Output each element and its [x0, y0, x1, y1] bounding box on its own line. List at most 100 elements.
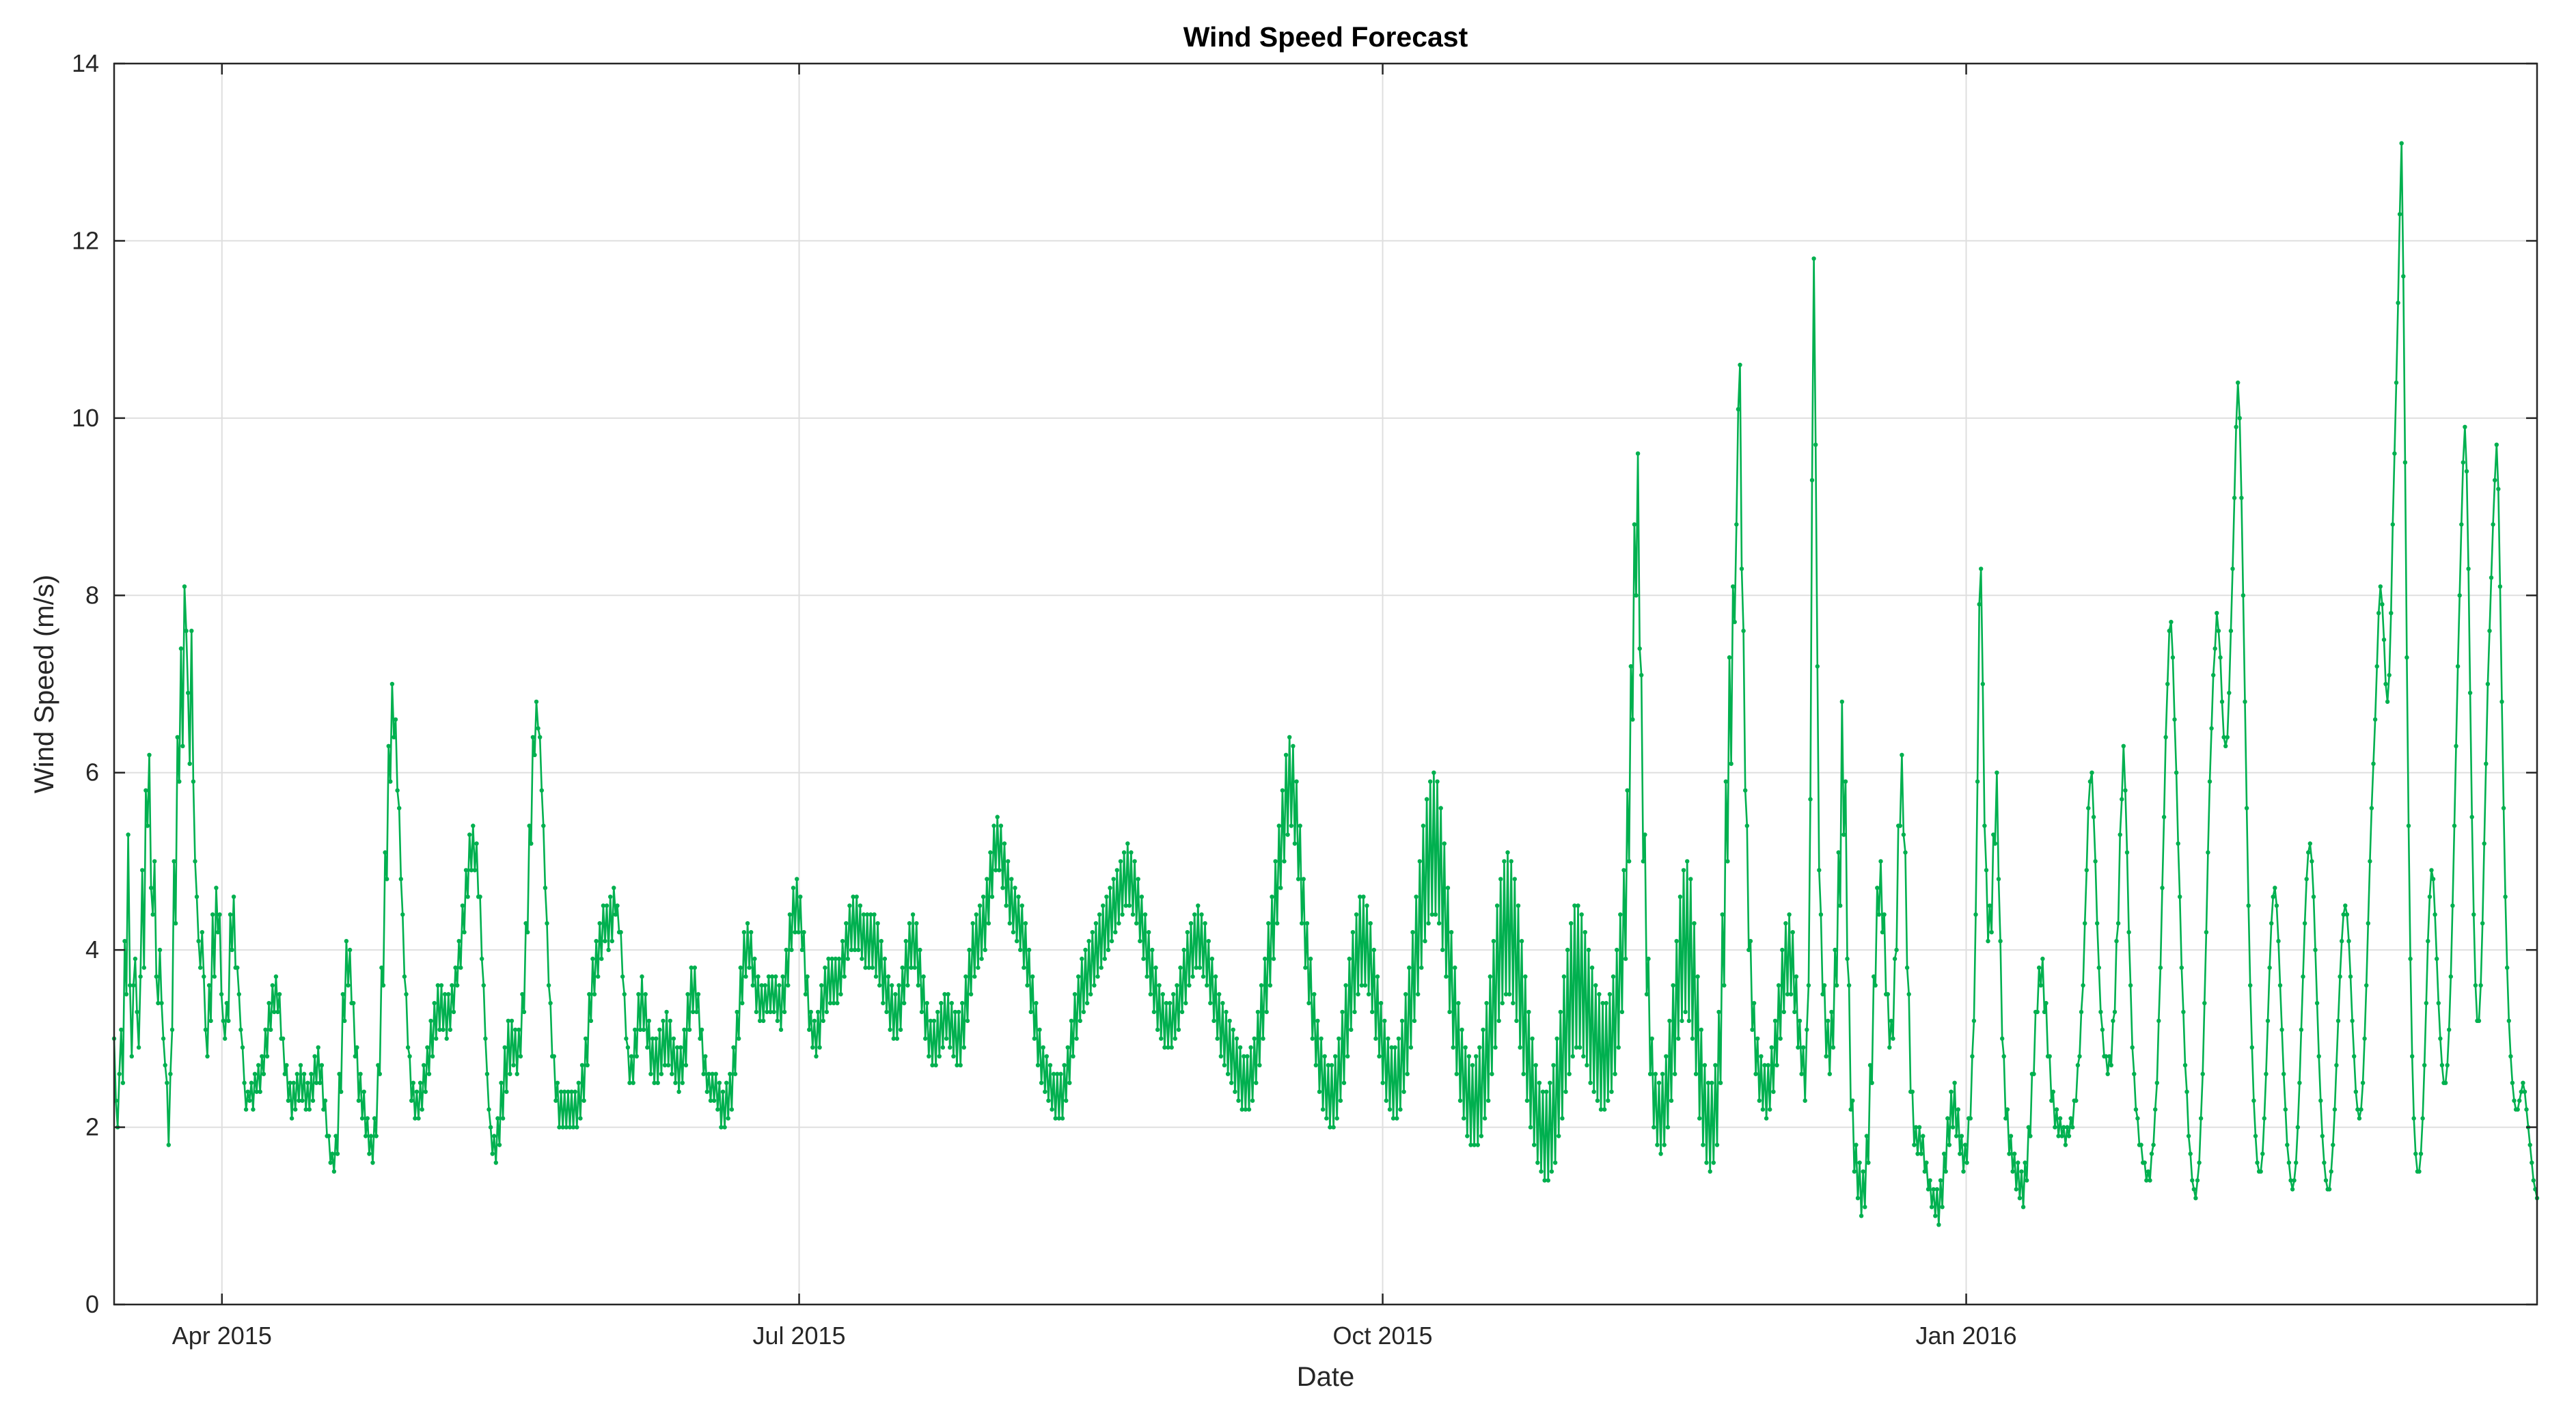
- data-point: [2142, 1160, 2147, 1165]
- data-point: [1503, 992, 1509, 997]
- data-point: [481, 983, 486, 988]
- data-point: [2236, 380, 2241, 385]
- data-point: [2087, 779, 2093, 784]
- data-point: [2439, 1063, 2445, 1068]
- data-point: [2003, 1116, 2008, 1121]
- data-point: [367, 1151, 372, 1156]
- data-point: [2344, 912, 2350, 917]
- data-point: [2302, 921, 2307, 926]
- data-point: [1153, 965, 1158, 970]
- data-point: [1637, 646, 1642, 651]
- data-point: [997, 868, 1002, 873]
- data-point: [1628, 664, 1633, 669]
- data-point: [1243, 1107, 1248, 1112]
- data-point: [172, 859, 176, 864]
- data-point: [1658, 1151, 1663, 1156]
- data-point: [242, 1080, 247, 1085]
- data-point: [515, 1071, 519, 1076]
- data-point: [791, 886, 796, 890]
- data-point: [625, 1045, 631, 1050]
- data-point: [784, 947, 789, 953]
- data-point: [284, 1063, 289, 1068]
- data-point: [1992, 841, 1997, 846]
- data-point: [193, 859, 197, 864]
- data-point: [581, 1098, 586, 1103]
- data-point: [1356, 992, 1360, 997]
- data-point: [2482, 841, 2486, 846]
- data-point: [398, 877, 403, 882]
- x-axis-label: Date: [1297, 1362, 1355, 1392]
- data-point: [1643, 832, 1647, 837]
- data-point: [1285, 832, 1290, 837]
- data-point: [1218, 1054, 1224, 1059]
- data-point: [133, 956, 138, 961]
- data-point: [2307, 841, 2312, 846]
- data-point: [2463, 424, 2467, 429]
- data-point: [161, 1036, 166, 1041]
- data-point: [281, 1036, 286, 1041]
- data-point: [830, 956, 834, 961]
- data-point: [747, 965, 752, 970]
- data-point: [1481, 1027, 1485, 1033]
- data-point: [545, 921, 549, 926]
- data-point: [985, 877, 989, 882]
- data-point: [756, 974, 761, 979]
- data-point: [2314, 1000, 2320, 1006]
- data-point: [1060, 1116, 1065, 1121]
- data-point: [2371, 761, 2376, 766]
- data-point: [1053, 1116, 1058, 1121]
- data-point: [854, 894, 859, 899]
- data-point: [1229, 1080, 1234, 1085]
- data-point: [2331, 1143, 2335, 1147]
- data-point: [393, 717, 398, 722]
- data-point: [2378, 584, 2383, 589]
- data-point: [1270, 894, 1274, 899]
- data-point: [689, 965, 694, 970]
- data-point: [931, 1018, 937, 1024]
- data-point: [986, 921, 991, 926]
- data-point: [432, 1000, 437, 1006]
- data-point: [184, 629, 189, 633]
- data-point: [2320, 1134, 2325, 1138]
- data-point: [2484, 761, 2489, 766]
- data-point: [1604, 1000, 1608, 1006]
- data-point: [2181, 1009, 2186, 1015]
- data-point: [2148, 1178, 2152, 1183]
- data-point: [1537, 1080, 1542, 1085]
- data-point: [319, 1063, 325, 1068]
- data-point: [845, 956, 851, 961]
- data-point: [1056, 1116, 1062, 1121]
- data-point: [2047, 1054, 2052, 1059]
- data-point: [1904, 965, 1910, 970]
- data-point: [252, 1071, 258, 1076]
- data-point: [331, 1169, 337, 1174]
- data-point: [1175, 983, 1179, 988]
- data-point: [1725, 859, 1730, 864]
- data-point: [1268, 983, 1273, 988]
- data-point: [200, 930, 204, 935]
- data-point: [682, 1027, 687, 1033]
- data-point: [1080, 956, 1084, 961]
- data-point: [2207, 779, 2212, 784]
- data-point: [355, 1045, 359, 1050]
- data-point: [1120, 912, 1125, 917]
- data-point: [1961, 1169, 1966, 1174]
- data-point: [1593, 983, 1598, 988]
- data-point: [1979, 566, 1984, 571]
- data-point: [1361, 894, 1366, 899]
- data-point: [2292, 1178, 2297, 1183]
- data-point: [1123, 903, 1128, 908]
- data-point: [1549, 1169, 1554, 1174]
- data-point: [2258, 1169, 2263, 1174]
- data-point: [1822, 983, 1827, 988]
- data-point: [674, 1045, 680, 1050]
- data-point: [2223, 743, 2228, 749]
- data-point: [2010, 1169, 2015, 1174]
- data-point: [2301, 974, 2305, 979]
- data-point: [1776, 983, 1781, 988]
- data-point: [912, 965, 917, 970]
- data-point: [1127, 903, 1132, 908]
- data-point: [1959, 1134, 1964, 1138]
- data-point: [1655, 1143, 1660, 1147]
- data-point: [898, 1027, 903, 1033]
